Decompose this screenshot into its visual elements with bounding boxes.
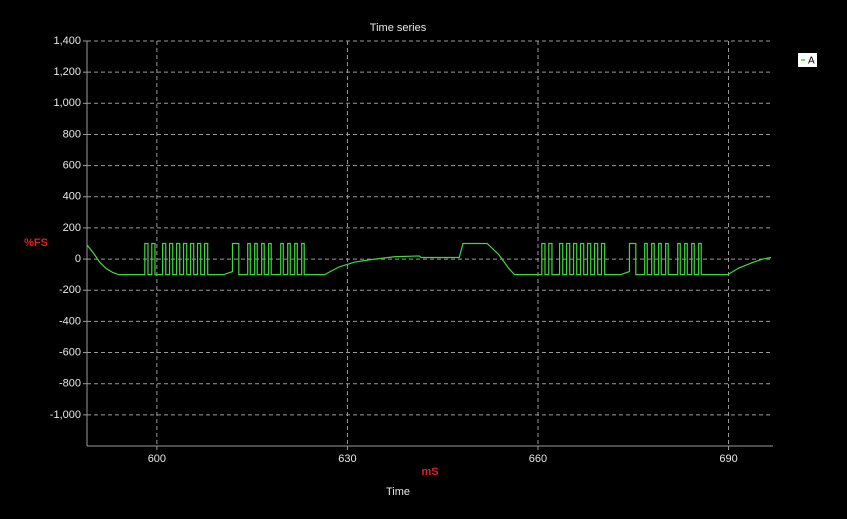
legend (798, 53, 817, 67)
y-tick-label: 1,200 (53, 66, 81, 78)
y-tick-label: 0 (75, 253, 81, 265)
x-tick-label: 660 (529, 453, 547, 465)
x-unit: mS (421, 466, 438, 478)
x-tick-label: 600 (148, 453, 166, 465)
y-tick-label: 200 (63, 222, 81, 234)
y-tick-label: -800 (59, 378, 81, 390)
y-tick-label: 400 (63, 191, 81, 203)
y-tick-label: -600 (59, 346, 81, 358)
y-tick-label: -1,000 (50, 409, 81, 421)
legend-label: A (808, 56, 815, 67)
x-tick-label: 630 (338, 453, 356, 465)
x-axis-title: Time (386, 486, 410, 498)
y-tick-label: 1,000 (53, 97, 81, 109)
y-tick-label: -400 (59, 315, 81, 327)
y-unit: %FS (24, 237, 48, 249)
y-tick-label: 800 (63, 128, 81, 140)
y-tick-label: -200 (59, 284, 81, 296)
x-tick-label: 690 (719, 453, 737, 465)
y-tick-label: 600 (63, 160, 81, 172)
series-line (86, 242, 772, 276)
chart-title: Time series (370, 22, 427, 34)
y-tick-label: 1,400 (53, 35, 81, 47)
